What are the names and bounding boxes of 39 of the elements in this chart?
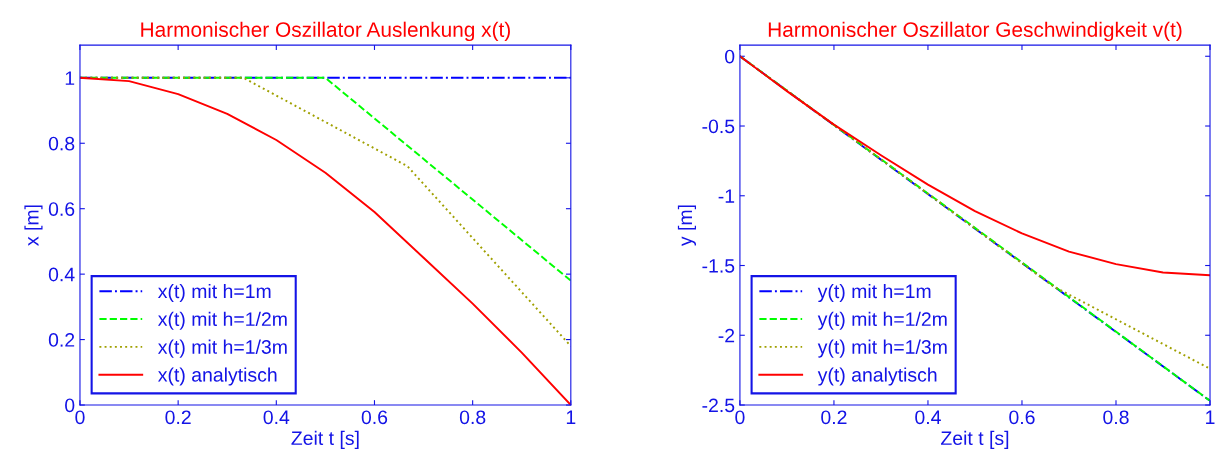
legend-label: y(t) mit h=1/2m bbox=[817, 311, 947, 330]
legend-label: x(t) analytisch bbox=[157, 367, 277, 386]
x-tick-label: 0 bbox=[735, 410, 745, 425]
x-tick-label: 1 bbox=[566, 410, 576, 424]
x-tick-label: 0.2 bbox=[165, 410, 191, 425]
y-tick-label: 0.2 bbox=[48, 333, 75, 347]
x-tick-label: 0.2 bbox=[821, 410, 847, 425]
y-tick-label: 0.4 bbox=[48, 267, 75, 282]
x-tick-label: 0.4 bbox=[263, 410, 290, 425]
y-tick-label: -0.5 bbox=[702, 119, 735, 134]
y-axis-title: y [m] bbox=[677, 205, 697, 247]
y-tick-label: -1 bbox=[718, 189, 735, 203]
legend-label: y(t) mit h=1/3m bbox=[817, 339, 947, 358]
y-tick-label: -2 bbox=[718, 328, 735, 343]
legend-label: y(t) analytisch bbox=[817, 367, 937, 386]
x-tick-label: 0.6 bbox=[361, 410, 388, 425]
y-tick-label: -1.5 bbox=[702, 259, 735, 273]
x-tick-label: 0.8 bbox=[1103, 410, 1129, 425]
line-series bbox=[739, 55, 1211, 277]
y-tick-label: -2.5 bbox=[702, 398, 735, 413]
x-tick-label: 0.6 bbox=[1009, 410, 1035, 425]
y-axis-title: x [m] bbox=[24, 205, 43, 246]
x-axis-title: Zeit t [s] bbox=[941, 430, 1009, 449]
x-tick-label: 0.8 bbox=[459, 410, 486, 425]
legend-label: y(t) mit h=1m bbox=[817, 283, 931, 303]
legend-label: x(t) mit h=1/3m bbox=[157, 339, 287, 358]
x-tick-label: 0.4 bbox=[915, 410, 941, 425]
x-axis-title: Zeit t [s] bbox=[291, 430, 359, 449]
x-tick-label: 1 bbox=[1206, 410, 1215, 424]
chart-title: Harmonischer Oszillator Geschwindigkeit v(t) bbox=[768, 21, 1182, 42]
chart-title: Harmonischer Oszillator Auslenkung x(t) bbox=[141, 21, 510, 42]
y-tick-label: 0 bbox=[725, 49, 735, 64]
legend-label: x(t) mit h=1/2m bbox=[157, 311, 287, 330]
x-tick-label: 0 bbox=[75, 410, 85, 425]
y-tick-label: 1 bbox=[65, 71, 75, 85]
legend-label: x(t) mit h=1m bbox=[157, 283, 271, 303]
y-tick-label: 0 bbox=[65, 398, 75, 413]
y-tick-label: 0.6 bbox=[48, 202, 75, 216]
y-tick-label: 0.8 bbox=[48, 136, 75, 151]
